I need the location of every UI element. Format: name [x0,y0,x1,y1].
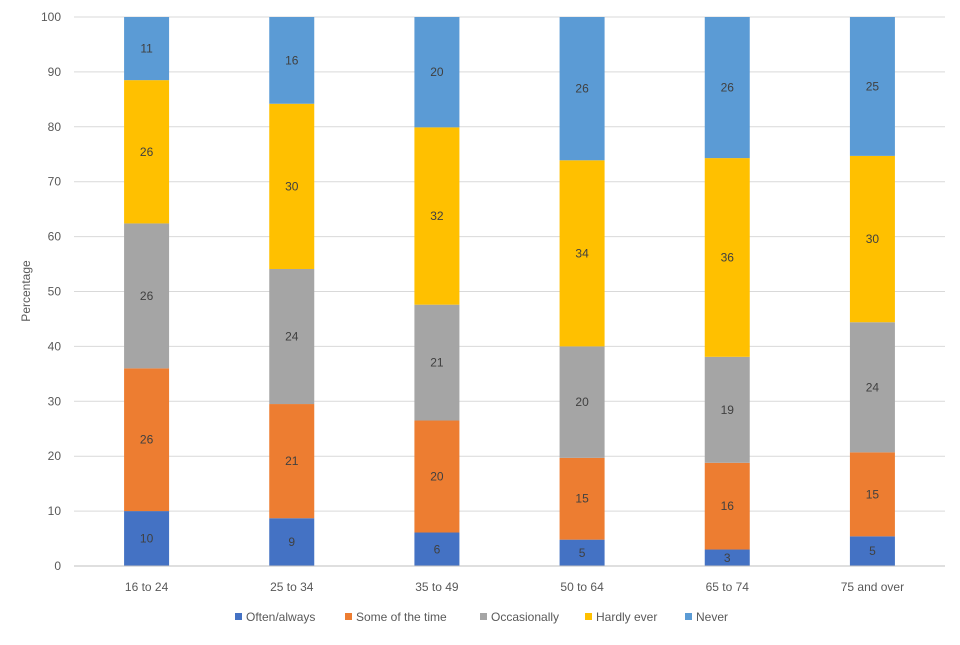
bar-segment [849,17,895,156]
data-label: 11 [140,42,153,56]
legend: Often/always Some of the time Occasionally… [235,610,728,624]
bar-segment [269,268,315,405]
bar-segment [704,549,750,566]
data-label: 30 [285,179,299,193]
data-label: 16 [721,499,735,513]
bar-segment [414,532,460,566]
bar-segment [124,223,170,369]
legend-swatch [685,613,692,620]
bar-segment [559,346,605,458]
legend-label: Occasionally [491,610,559,624]
data-label: 15 [575,492,589,506]
data-label: 9 [288,535,295,549]
data-label: 25 [866,79,880,93]
y-axis-ticks: 0 10 20 30 40 50 60 70 80 90 100 [41,10,61,573]
legend-swatch [345,613,352,620]
x-tick-label: 16 to 24 [125,580,169,594]
bar-segment [559,17,605,161]
bar-segment [269,518,315,566]
y-tick-label: 0 [54,559,61,573]
x-tick-label: 50 to 64 [560,580,604,594]
bar-segment [269,17,315,104]
data-label: 19 [721,403,735,417]
bar-segment [704,462,750,550]
x-tick-label: 35 to 49 [415,580,459,594]
data-label: 21 [430,356,444,370]
bar-segment [704,356,750,463]
bar-segment [269,404,315,519]
x-tick-label: 25 to 34 [270,580,314,594]
y-tick-label: 10 [48,504,62,518]
y-tick-label: 90 [48,65,62,79]
bar-segment [849,536,895,566]
bar-segment [849,322,895,453]
data-label: 32 [430,209,444,223]
data-label: 34 [575,246,589,260]
bar-segment [559,160,605,347]
bar-segment [124,511,170,566]
data-label: 26 [140,145,154,159]
bar-segment [124,17,170,81]
bar-segment [849,452,895,537]
data-label: 26 [140,433,154,447]
legend-swatch [480,613,487,620]
bar-segment [849,155,895,323]
bar-segment [704,17,750,159]
y-tick-label: 40 [48,339,62,353]
data-label: 20 [430,65,444,79]
gridlines [74,16,945,512]
y-tick-label: 60 [48,230,62,244]
data-label: 20 [575,395,589,409]
data-label: 21 [285,454,299,468]
legend-label: Some of the time [356,610,447,624]
data-label: 10 [140,532,154,546]
legend-swatch [235,613,242,620]
bar-segment [414,127,460,305]
data-label: 16 [285,53,299,67]
bar-segment [414,420,460,533]
x-tick-label: 75 and over [841,580,904,594]
x-axis-ticks: 16 to 24 25 to 34 35 to 49 50 to 64 65 to 74… [125,580,904,594]
bar-segment [414,304,460,421]
bar-segment [559,539,605,566]
y-tick-label: 50 [48,285,62,299]
data-label: 26 [575,82,589,96]
bar-segment [704,158,750,357]
y-tick-label: 30 [48,394,62,408]
data-labels: 10 26 26 26 11 9 21 24 30 16 6 20 21 32 20 5 15 20 34 26 3 16… [140,42,880,565]
data-label: 26 [140,289,154,303]
data-label: 5 [869,544,876,558]
data-label: 15 [866,487,880,501]
legend-label: Hardly ever [596,610,657,624]
data-label: 24 [285,330,299,344]
bar-segment [559,457,605,540]
y-tick-label: 70 [48,175,62,189]
data-label: 26 [721,81,735,95]
data-label: 24 [866,380,880,394]
y-tick-label: 100 [41,10,61,24]
y-axis-label: Percentage [19,260,33,322]
x-tick-label: 65 to 74 [706,580,750,594]
legend-label: Often/always [246,610,315,624]
bar-segment [414,17,460,128]
legend-swatch [585,613,592,620]
legend-label: Never [696,610,728,624]
data-label: 36 [721,250,735,264]
data-label: 30 [866,232,880,246]
data-label: 6 [434,542,441,556]
y-tick-label: 20 [48,449,62,463]
bar-segment [124,368,170,512]
y-tick-label: 80 [48,120,62,134]
bar-segment [124,80,170,224]
bars [124,17,895,566]
data-label: 3 [724,551,731,565]
data-label: 5 [579,546,586,560]
data-label: 20 [430,470,444,484]
bar-segment [269,103,315,269]
